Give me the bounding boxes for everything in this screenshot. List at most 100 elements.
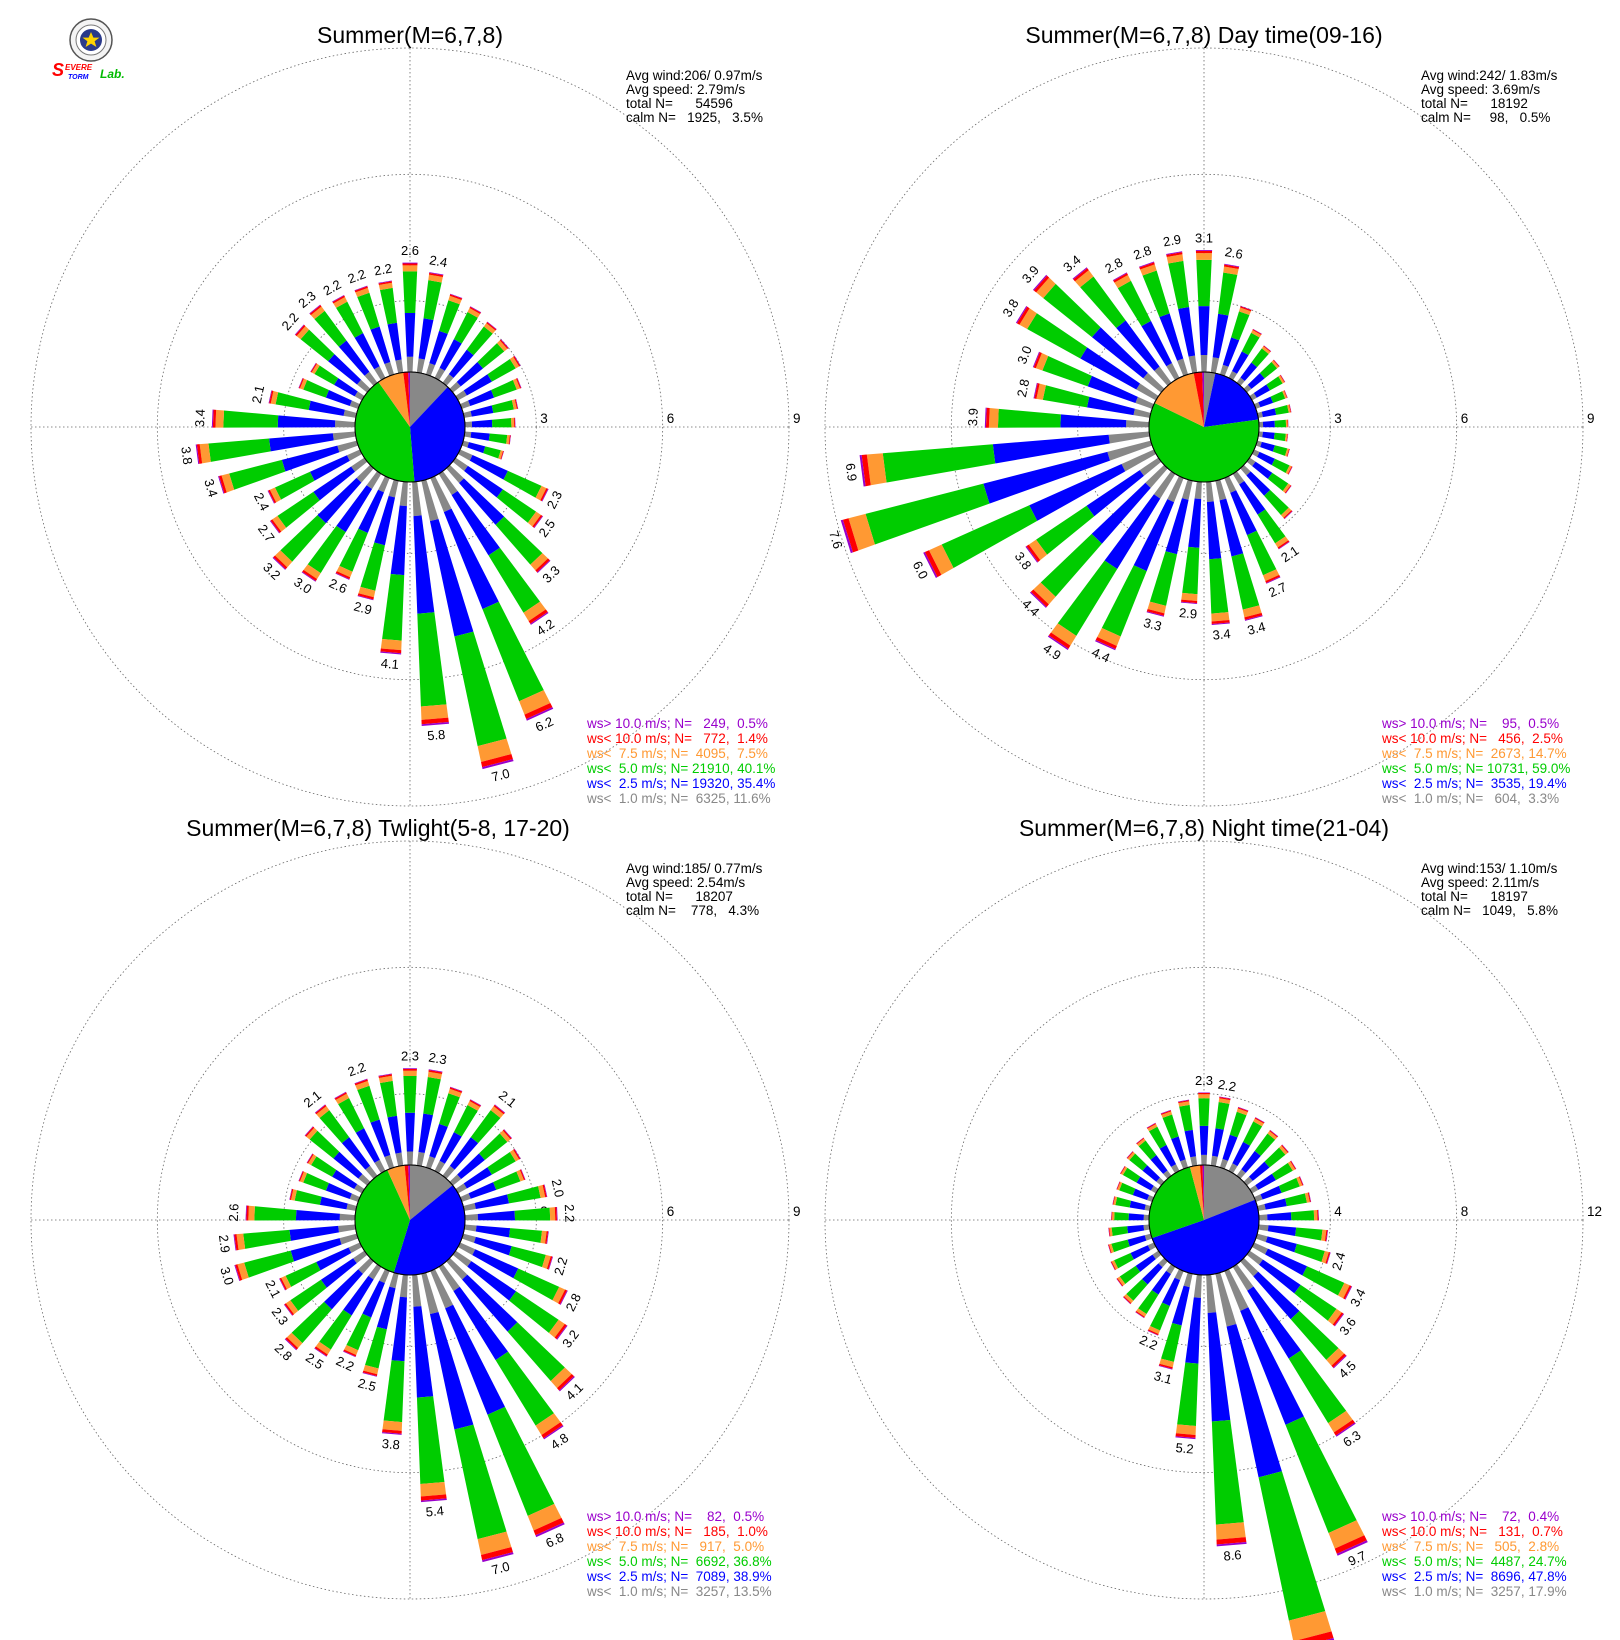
bar-segment (503, 470, 542, 498)
bar-segment (474, 1194, 510, 1209)
bar-segment (1253, 384, 1271, 398)
bar-segment (1159, 1144, 1177, 1167)
bar-segment (417, 612, 447, 707)
bar-segment (1212, 1128, 1224, 1157)
bar-segment (1219, 1158, 1229, 1170)
bar-segment (1151, 1270, 1171, 1295)
pie-slice (1204, 372, 1216, 427)
direction-bar (306, 1153, 365, 1194)
bar-segment (519, 690, 551, 715)
bar-value-label: 5.4 (425, 1503, 444, 1519)
bar-segment (1200, 354, 1208, 373)
bar-segment (358, 489, 384, 534)
bar-segment (449, 1087, 463, 1093)
bar-segment (223, 410, 279, 428)
bar-segment (1112, 1211, 1115, 1221)
direction-bar (1108, 1224, 1150, 1237)
bar-segment (1152, 1250, 1162, 1260)
bar-segment (1215, 479, 1227, 501)
bar-segment (1253, 1271, 1300, 1320)
bar-segment (418, 1113, 433, 1154)
bar-segment (1231, 311, 1250, 341)
bar-segment (378, 1073, 392, 1077)
bar-segment (1285, 485, 1292, 494)
bar-segment (1321, 1229, 1327, 1242)
bar-segment (1147, 1330, 1159, 1336)
bar-segment (1218, 272, 1238, 316)
direction-bar (1015, 305, 1159, 401)
direction-bar (1135, 1264, 1176, 1319)
bar-segment (1119, 1265, 1141, 1285)
bar-segment (1126, 1151, 1134, 1159)
bar-segment (470, 1110, 501, 1144)
direction-bar (1215, 479, 1263, 621)
bar-segment (1244, 615, 1263, 621)
range-ring (156, 173, 664, 681)
direction-bar (1255, 1233, 1331, 1264)
bar-segment (379, 287, 398, 325)
bar-segment (463, 1202, 476, 1211)
bar-segment (1230, 490, 1257, 536)
bar-segment (453, 1104, 478, 1137)
bar-segment (1264, 1198, 1287, 1210)
direction-bar (1160, 1109, 1189, 1170)
bar-segment (298, 377, 303, 389)
bar-segment (1265, 574, 1281, 584)
bar-segment (1147, 601, 1167, 614)
bar-segment (1086, 396, 1135, 416)
bar-segment (235, 1264, 243, 1281)
pie-slice (408, 1165, 410, 1220)
bar-segment (1104, 494, 1161, 570)
bar-segment (1119, 1165, 1125, 1174)
bar-segment (1107, 440, 1153, 461)
bar-segment (1290, 1160, 1296, 1170)
bar-segment (514, 1148, 521, 1159)
bar-segment (1188, 498, 1202, 548)
direction-bar (460, 1169, 526, 1202)
direction-bar (463, 1184, 548, 1211)
bar-value-label: 2.2 (334, 1353, 357, 1374)
bar-segment (1141, 320, 1173, 367)
logo-word-evere: EVERE (65, 63, 93, 72)
bar-segment (354, 1078, 368, 1084)
pie-slice (393, 1185, 465, 1275)
direction-bar (309, 304, 378, 386)
bar-segment (546, 1256, 553, 1270)
bar-segment (449, 381, 461, 393)
bar-segment (1228, 1163, 1238, 1174)
bar-segment (382, 1429, 402, 1434)
bar-segment (399, 481, 408, 507)
bar-segment (1130, 1245, 1151, 1260)
stat-avg-wind: Avg wind:206/ 0.97m/s (626, 68, 763, 83)
bar-segment (1136, 1138, 1146, 1147)
bar-segment (509, 356, 520, 369)
bar-segment (434, 1160, 445, 1174)
bar-segment (1267, 472, 1289, 492)
bar-segment (1231, 553, 1260, 610)
bar-segment (1265, 1236, 1297, 1253)
speed-pie (354, 371, 466, 483)
direction-bar (464, 1206, 558, 1221)
direction-bar (1228, 1117, 1265, 1174)
bar-segment (439, 300, 460, 334)
bar-segment (219, 475, 227, 494)
bar-segment (229, 459, 286, 490)
direction-bar (446, 464, 551, 574)
bar-segment (285, 1262, 321, 1287)
bar-segment (333, 1151, 363, 1179)
bar-segment (1150, 1155, 1168, 1174)
ring-tick-label: 6 (667, 1204, 675, 1219)
direction-bar (279, 1242, 363, 1291)
bar-segment (1222, 1134, 1238, 1161)
bar-segment (314, 1347, 327, 1357)
bar-segment (1280, 374, 1286, 383)
bar-segment (1095, 637, 1117, 650)
bar-segment (1332, 1312, 1344, 1326)
bar-segment (1178, 1100, 1190, 1104)
bar-segment (284, 1338, 297, 1351)
bar-segment (439, 1132, 462, 1164)
bar-segment (1032, 351, 1040, 368)
bar-value-label: 8.6 (1223, 1547, 1242, 1563)
